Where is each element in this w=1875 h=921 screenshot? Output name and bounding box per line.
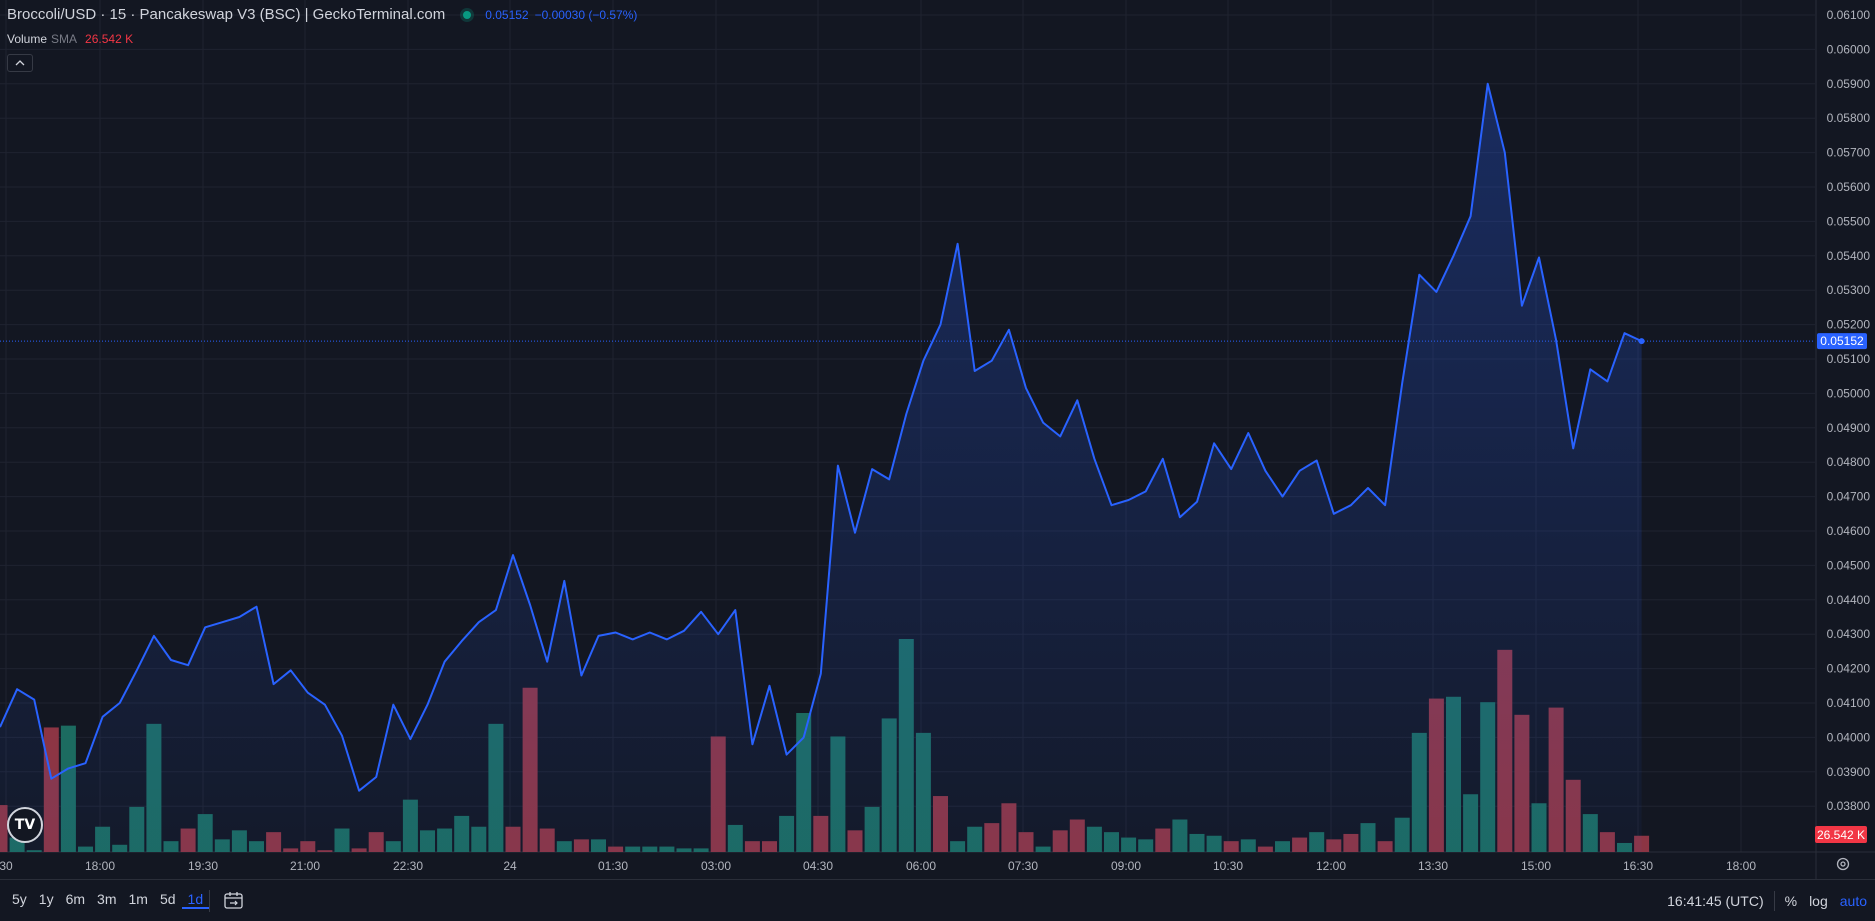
y-tick-label: 0.04500 xyxy=(1827,558,1871,572)
x-tick-label: 18:00 xyxy=(1726,859,1756,873)
y-tick-label: 0.04300 xyxy=(1827,627,1871,641)
volume-sma-label: SMA xyxy=(51,32,78,46)
gear-icon[interactable] xyxy=(1835,856,1851,872)
collapse-legend-button[interactable] xyxy=(7,54,33,72)
price-axis[interactable]: 0.06100 0.06000 0.05900 0.05800 0.05700 0.056… xyxy=(1815,8,1870,843)
x-tick-label: 13:30 xyxy=(1418,859,1448,873)
y-tick-label: 0.04400 xyxy=(1827,593,1871,607)
y-tick-label: 0.04000 xyxy=(1827,730,1871,744)
y-tick-label: 0.05800 xyxy=(1827,111,1871,125)
range-1y-button[interactable]: 1y xyxy=(38,891,54,907)
x-tick-label: 21:00 xyxy=(290,859,320,873)
volume-value: 26.542 K xyxy=(85,32,134,46)
y-tick-label: 0.04900 xyxy=(1827,421,1871,435)
live-status-icon xyxy=(463,10,472,19)
x-tick-label: 06:00 xyxy=(906,859,936,873)
current-price-badge xyxy=(1817,333,1867,350)
y-tick-label: 0.06100 xyxy=(1827,8,1871,22)
y-tick-label: 0.03900 xyxy=(1827,765,1871,779)
x-tick-label: 22:30 xyxy=(393,859,423,873)
volume-badge-label: 26.542 K xyxy=(1817,828,1865,842)
x-tick-label: 18:00 xyxy=(85,859,115,873)
symbol-title[interactable]: Broccoli/USD · 15 · Pancakeswap V3 (BSC)… xyxy=(7,6,446,23)
legend-change: −0.00030 (−0.57%) xyxy=(534,7,638,22)
x-tick-label: 16:30 xyxy=(1623,859,1653,873)
range-1m-button[interactable]: 1m xyxy=(128,891,148,907)
toolbar-divider xyxy=(209,890,210,912)
toolbar-divider xyxy=(1773,891,1775,911)
y-tick-label: 0.05200 xyxy=(1827,318,1871,332)
price-area xyxy=(0,83,1642,853)
y-tick-label: 0.05600 xyxy=(1827,180,1871,194)
y-tick-label: 0.03800 xyxy=(1827,799,1871,813)
y-tick-label: 0.05000 xyxy=(1827,386,1871,400)
range-3m-button[interactable]: 3m xyxy=(97,891,117,907)
y-tick-label: 0.04100 xyxy=(1827,696,1871,710)
x-tick-label: 01:30 xyxy=(598,859,628,873)
y-tick-label: 0.05900 xyxy=(1827,77,1871,91)
x-tick-label: 03:00 xyxy=(701,859,731,873)
range-5d-button[interactable]: 5d xyxy=(159,891,176,907)
current-price-label: 0.05152 xyxy=(1820,334,1864,348)
range-5y-button[interactable]: 5y xyxy=(12,891,27,907)
tradingview-logo-icon[interactable]: TV xyxy=(7,807,43,843)
calendar-goto-icon[interactable] xyxy=(224,891,243,909)
price-line xyxy=(0,82,1643,792)
bottom-toolbar: 5y 1y 6m 3m 1m 5d 1d 16:41:45 (UTC) % lo… xyxy=(0,879,1875,921)
y-tick-label: 0.04800 xyxy=(1827,455,1871,469)
range-1d-button[interactable]: 1d xyxy=(181,891,210,909)
percent-scale-toggle[interactable]: % xyxy=(1784,893,1798,909)
x-tick-label: 12:00 xyxy=(1316,859,1346,873)
price-chart[interactable]: 0.06100 0.06000 0.05900 0.05800 0.05700 0.056… xyxy=(0,0,1875,880)
y-tick-label: 0.05500 xyxy=(1827,214,1871,228)
price-line-group xyxy=(0,82,1815,792)
y-tick-label: 0.04600 xyxy=(1827,524,1871,538)
x-tick-label: 15:00 xyxy=(1521,859,1551,873)
chart-legend: Broccoli/USD · 15 · Pancakeswap V3 (BSC)… xyxy=(7,6,637,23)
volume-legend[interactable]: Volume SMA 26.542 K xyxy=(7,32,133,46)
range-6m-button[interactable]: 6m xyxy=(65,891,86,907)
price-area-fill xyxy=(0,83,1642,853)
utc-clock[interactable]: 16:41:45 (UTC) xyxy=(1667,893,1764,909)
x-tick-label: 04:30 xyxy=(803,859,833,873)
x-tick-label: 19:30 xyxy=(188,859,218,873)
log-scale-toggle[interactable]: log xyxy=(1809,893,1828,909)
y-tick-label: 0.05700 xyxy=(1827,146,1871,160)
x-tick-label: 10:30 xyxy=(1213,859,1243,873)
chevron-up-icon xyxy=(15,60,25,66)
x-tick-label: 24 xyxy=(503,859,517,873)
bottom-right-controls: 16:41:45 (UTC) % log auto xyxy=(1667,891,1875,911)
range-selector: 5y 1y 6m 3m 1m 5d 1d xyxy=(6,891,210,909)
y-tick-label: 0.04200 xyxy=(1827,662,1871,676)
y-tick-label: 0.04700 xyxy=(1827,490,1871,504)
x-tick-label: 07:30 xyxy=(1008,859,1038,873)
x-tick-label: 30 xyxy=(0,859,13,873)
auto-scale-toggle[interactable]: auto xyxy=(1839,893,1867,909)
y-tick-label: 0.05300 xyxy=(1827,283,1871,297)
legend-price: 0.05152 xyxy=(485,7,529,22)
x-tick-label: 09:00 xyxy=(1111,859,1141,873)
y-tick-label: 0.05400 xyxy=(1827,249,1871,263)
y-tick-label: 0.06000 xyxy=(1827,42,1871,56)
volume-badge xyxy=(1815,826,1867,843)
time-axis[interactable]: 30 18:00 19:30 21:00 22:30 24 01:30 03:00 04:30 0… xyxy=(0,859,1756,873)
y-tick-label: 0.05100 xyxy=(1827,352,1871,366)
volume-label: Volume xyxy=(7,32,48,46)
